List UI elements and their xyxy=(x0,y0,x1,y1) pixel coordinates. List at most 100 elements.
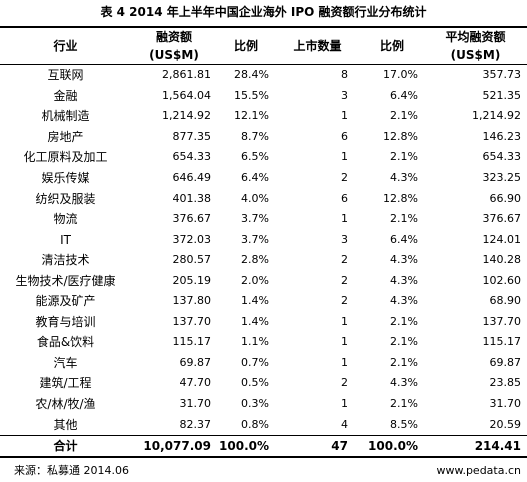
industry-cell: 能源及矿产 xyxy=(35,294,96,309)
amount-cell: 205.19 xyxy=(172,273,212,287)
amount-cell: 877.35 xyxy=(172,129,212,143)
header-amount: 融资额 xyxy=(155,30,192,44)
average-cell: 1,214.92 xyxy=(472,109,521,123)
ratio-cell: 0.5% xyxy=(241,376,269,390)
count-ratio-cell: 2.1% xyxy=(390,355,418,369)
count-ratio-cell: 2.1% xyxy=(390,212,418,226)
ratio-cell: 1.4% xyxy=(241,314,269,328)
total-row: 合计 10,077.09 100.0% 47 100.0% 214.41 xyxy=(0,435,527,457)
total-count-ratio: 100.0% xyxy=(368,438,418,453)
watermark: www.pedata.cn xyxy=(436,464,521,477)
average-cell: 140.28 xyxy=(482,253,522,267)
ratio-cell: 8.7% xyxy=(241,129,269,143)
table-row: 娱乐传媒 646.49 6.4% 2 4.3% 323.25 xyxy=(0,168,527,189)
ratio-cell: 4.0% xyxy=(241,191,269,205)
amount-cell: 646.49 xyxy=(172,171,212,184)
ratio-cell: 3.7% xyxy=(241,212,269,226)
average-cell: 357.73 xyxy=(482,68,522,82)
average-cell: 376.67 xyxy=(482,212,522,226)
source-note: 来源：私募通 2014.06 xyxy=(14,464,129,477)
industry-cell: 生物技术/医疗健康 xyxy=(15,273,116,288)
amount-cell: 31.70 xyxy=(179,397,212,411)
total-count: 47 xyxy=(331,438,348,453)
average-cell: 115.17 xyxy=(482,335,522,349)
ratio-cell: 1.4% xyxy=(241,294,269,308)
ratio-cell: 3.7% xyxy=(241,232,269,246)
industry-cell: 物流 xyxy=(53,212,78,227)
ratio-cell: 0.8% xyxy=(241,417,269,431)
count-cell: 4 xyxy=(341,417,348,431)
ratio-cell: 12.1% xyxy=(234,109,269,123)
amount-cell: 47.70 xyxy=(179,376,212,390)
count-ratio-cell: 17.0% xyxy=(383,68,418,82)
amount-cell: 372.03 xyxy=(172,232,212,246)
header-listings-ratio: 比例 xyxy=(379,39,404,53)
table-row: IT 372.03 3.7% 3 6.4% 124.01 xyxy=(0,229,527,250)
header-industry: 行业 xyxy=(53,39,78,53)
count-ratio-cell: 4.3% xyxy=(390,171,418,184)
header-ratio: 比例 xyxy=(233,39,258,53)
count-ratio-cell: 12.8% xyxy=(383,129,418,143)
average-cell: 521.35 xyxy=(482,88,522,102)
total-amount: 10,077.09 xyxy=(143,438,211,453)
count-cell: 2 xyxy=(341,376,348,390)
count-ratio-cell: 2.1% xyxy=(390,314,418,328)
table-row: 教育与培训 137.70 1.4% 1 2.1% 137.70 xyxy=(0,312,527,333)
average-cell: 69.87 xyxy=(489,355,522,369)
table-row: 互联网 2,861.81 28.4% 8 17.0% 357.73 xyxy=(0,65,527,86)
count-cell: 3 xyxy=(341,88,348,102)
header-listings: 上市数量 xyxy=(293,39,342,53)
count-ratio-cell: 4.3% xyxy=(390,294,418,308)
table-title: 表 4 2014 年上半年中国企业海外 IPO 融资额行业分布统计 xyxy=(100,5,427,19)
amount-cell: 401.38 xyxy=(172,191,212,205)
header-row-1: 行业 融资额 比例 上市数量 比例 平均融资额 xyxy=(0,27,527,53)
table-row: 房地产 877.35 8.7% 6 12.8% 146.23 xyxy=(0,127,527,148)
count-cell: 1 xyxy=(341,314,348,328)
header-amount-unit: (US$M) xyxy=(149,48,199,62)
table-row: 汽车 69.87 0.7% 1 2.1% 69.87 xyxy=(0,353,527,374)
industry-cell: 食品&饮料 xyxy=(36,335,95,350)
amount-cell: 1,214.92 xyxy=(162,109,211,123)
industry-cell: 互联网 xyxy=(47,68,84,83)
average-cell: 102.60 xyxy=(482,273,522,287)
average-cell: 146.23 xyxy=(482,129,522,143)
ratio-cell: 6.4% xyxy=(241,171,269,184)
header-average: 平均融资额 xyxy=(445,30,506,44)
count-ratio-cell: 8.5% xyxy=(390,417,418,431)
industry-cell: 机械制造 xyxy=(41,109,90,124)
average-cell: 323.25 xyxy=(482,171,522,184)
count-cell: 6 xyxy=(341,191,348,205)
average-cell: 68.90 xyxy=(489,294,522,308)
ipo-industry-table: 行业 融资额 比例 上市数量 比例 平均融资额 (US$M) (US$M) 互联… xyxy=(0,26,527,458)
industry-cell: 建筑/工程 xyxy=(39,376,92,391)
industry-cell: IT xyxy=(60,232,71,247)
ratio-cell: 0.7% xyxy=(241,355,269,369)
average-cell: 124.01 xyxy=(482,232,522,246)
amount-cell: 115.17 xyxy=(172,335,212,349)
count-cell: 1 xyxy=(341,212,348,226)
industry-cell: 金融 xyxy=(53,88,78,103)
amount-cell: 69.87 xyxy=(179,355,212,369)
count-cell: 2 xyxy=(341,273,348,287)
ratio-cell: 2.8% xyxy=(241,253,269,267)
count-ratio-cell: 12.8% xyxy=(383,191,418,205)
table-row: 食品&饮料 115.17 1.1% 1 2.1% 115.17 xyxy=(0,332,527,353)
count-ratio-cell: 2.1% xyxy=(390,150,418,164)
count-ratio-cell: 6.4% xyxy=(390,232,418,246)
table-row: 清洁技术 280.57 2.8% 2 4.3% 140.28 xyxy=(0,250,527,271)
average-cell: 23.85 xyxy=(489,376,522,390)
average-cell: 20.59 xyxy=(489,417,522,431)
table-row: 其他 82.37 0.8% 4 8.5% 20.59 xyxy=(0,414,527,435)
total-label: 合计 xyxy=(53,438,78,453)
count-cell: 2 xyxy=(341,253,348,267)
average-cell: 137.70 xyxy=(482,314,522,328)
industry-cell: 教育与培训 xyxy=(35,314,96,329)
table-row: 物流 376.67 3.7% 1 2.1% 376.67 xyxy=(0,209,527,230)
ratio-cell: 28.4% xyxy=(234,68,269,82)
table-row: 机械制造 1,214.92 12.1% 1 2.1% 1,214.92 xyxy=(0,106,527,127)
table-row: 生物技术/医疗健康 205.19 2.0% 2 4.3% 102.60 xyxy=(0,270,527,291)
table-row: 化工原料及加工 654.33 6.5% 1 2.1% 654.33 xyxy=(0,147,527,168)
industry-cell: 娱乐传媒 xyxy=(41,171,90,185)
count-ratio-cell: 4.3% xyxy=(390,376,418,390)
industry-cell: 其他 xyxy=(53,417,78,432)
